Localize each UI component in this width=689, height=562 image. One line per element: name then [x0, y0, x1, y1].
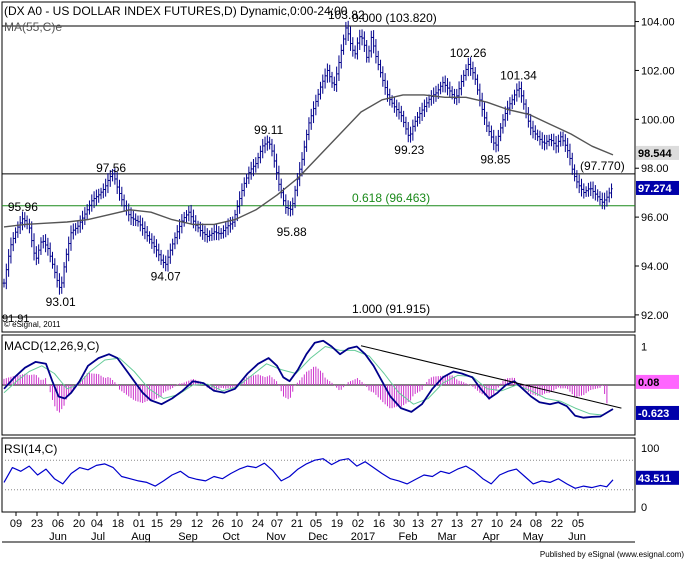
date-axis-day-label: 30 — [393, 518, 405, 530]
price-y-tick-label: 102.00 — [641, 65, 675, 77]
macd-last-value-bg — [636, 405, 679, 420]
date-axis-day-label: 15 — [151, 518, 163, 530]
price-panel-frame — [1, 1, 636, 333]
price-annotation: 98.85 — [480, 152, 510, 166]
date-axis-month-label: Jun — [568, 531, 586, 543]
date-axis-month-label: Dec — [308, 531, 328, 543]
macd-histogram-last-value: 0.08 — [638, 377, 659, 389]
rsi-title: RSI(14,C) — [4, 442, 57, 456]
price-annotation: 95.96 — [8, 200, 38, 214]
price-annotation: 95.88 — [277, 225, 307, 239]
partial-price-label: 91.91 — [2, 313, 30, 325]
price-y-tick-label: 96.00 — [641, 212, 669, 224]
macd-title: MACD(12,26,9,C) — [4, 339, 99, 353]
date-axis-day-label: 13 — [412, 518, 424, 530]
date-axis-day-label: 18 — [112, 518, 124, 530]
date-axis-day-label: 29 — [170, 518, 182, 530]
date-axis-day-label: 05 — [310, 518, 322, 530]
date-axis-day-label: 24 — [510, 518, 522, 530]
date-axis-day-label: 06 — [52, 518, 64, 530]
date-axis-day-label: 26 — [212, 518, 224, 530]
price-level-label: 1.000 (91.915) — [352, 302, 430, 316]
date-axis-day-label: 10 — [231, 518, 243, 530]
date-axis-month-label: Apr — [482, 531, 499, 543]
price-annotation: 94.07 — [151, 269, 181, 283]
date-axis-day-label: 02 — [352, 518, 364, 530]
ma-last-value: 98.544 — [638, 148, 673, 160]
macd-trendline — [360, 345, 622, 409]
date-axis-month-label: Jun — [49, 531, 67, 543]
date-axis-day-label: 12 — [191, 518, 203, 530]
date-axis-month-label: 2017 — [351, 531, 375, 543]
price-chart-title: (DX A0 - US DOLLAR INDEX FUTURES,D) Dyna… — [4, 4, 348, 18]
date-axis-day-label: 16 — [373, 518, 385, 530]
price-level-label: 0.618 (96.463) — [352, 191, 430, 205]
price-y-tick-label: 92.00 — [641, 310, 669, 322]
date-axis-month-label: Jul — [91, 531, 105, 543]
date-axis-day-label: 27 — [471, 518, 483, 530]
date-axis-month-label: Nov — [266, 531, 286, 543]
date-axis-day-label: 20 — [73, 518, 85, 530]
date-axis-month-label: Feb — [399, 531, 418, 543]
date-axis-day-label: 19 — [331, 518, 343, 530]
ma-indicator-label: MA(55,C)e — [4, 20, 62, 34]
rsi-last-value-bg — [636, 470, 679, 485]
date-axis-day-label: 01 — [133, 518, 145, 530]
macd-last-value: -0.623 — [638, 408, 669, 420]
date-axis-day-label: 24 — [252, 518, 264, 530]
date-axis-day-label: 23 — [31, 518, 43, 530]
date-axis-month-label: Sep — [178, 531, 198, 543]
price-last-value: 97.274 — [638, 183, 673, 195]
price-level-label: 0.000 (103.820) — [352, 11, 437, 25]
date-axis-day-label: 04 — [91, 518, 103, 530]
rsi-panel: 100 0 43.511 — [2, 443, 679, 514]
date-axis-month-label: May — [523, 531, 544, 543]
price-y-tick-label: 104.00 — [641, 17, 675, 29]
macd-histogram-last-value-bg — [636, 374, 679, 389]
ma-last-value-bg — [636, 145, 679, 160]
date-axis-month-label: Oct — [222, 531, 239, 543]
price-annotation: 101.34 — [500, 69, 537, 83]
price-level-label: (97.770) — [580, 159, 625, 173]
date-axis-day-label: 10 — [491, 518, 503, 530]
date-axis-day-label: 08 — [530, 518, 542, 530]
price-y-tick-label: 98.00 — [641, 163, 669, 175]
date-axis-day-label: 05 — [572, 518, 584, 530]
ma-55-line — [3, 94, 614, 228]
rsi-y-tick-label: 100 — [641, 443, 659, 455]
rsi-panel-frame — [1, 437, 636, 513]
date-axis-day-label: 09 — [10, 518, 22, 530]
date-axis-day-label: 22 — [551, 518, 563, 530]
macd-y-tick-label: 1 — [641, 342, 647, 354]
date-axis-day-label: 07 — [271, 518, 283, 530]
date-axis-day-label: 27 — [431, 518, 443, 530]
macd-panel: 1 0.08 -0.623 — [2, 339, 679, 420]
price-annotation: 93.01 — [46, 295, 76, 309]
date-axis-month-label: Mar — [438, 531, 457, 543]
price-panel: 104.00 102.00 100.00 98.00 96.00 94.00 92.00 0.… — [2, 8, 679, 322]
date-axis-day-label: 13 — [451, 518, 463, 530]
rsi-y-tick-label: 0 — [641, 502, 647, 514]
copyright-label: © eSignal, 2011 — [4, 320, 61, 329]
date-axis-month-label: Aug — [131, 531, 151, 543]
date-axis-day-label: 21 — [291, 518, 303, 530]
rsi-last-value: 43.511 — [638, 473, 671, 485]
price-y-tick-label: 100.00 — [641, 114, 675, 126]
price-y-tick-label: 94.00 — [641, 261, 669, 273]
price-last-value-bg — [636, 180, 679, 195]
price-annotation: 103.82 — [328, 8, 365, 22]
rsi-line — [3, 458, 614, 489]
footer-publisher: Published by eSignal (www.esignal.com) — [540, 550, 684, 559]
price-annotation: 102.26 — [450, 46, 487, 60]
price-annotation: 99.11 — [254, 123, 283, 137]
price-annotation: 99.23 — [394, 143, 424, 157]
price-annotation: 97.56 — [96, 161, 126, 175]
date-axis: 09 23 06 20 04 18 01 15 29 12 26 10 24 07 21 05 19 02 16 30… — [10, 512, 586, 543]
